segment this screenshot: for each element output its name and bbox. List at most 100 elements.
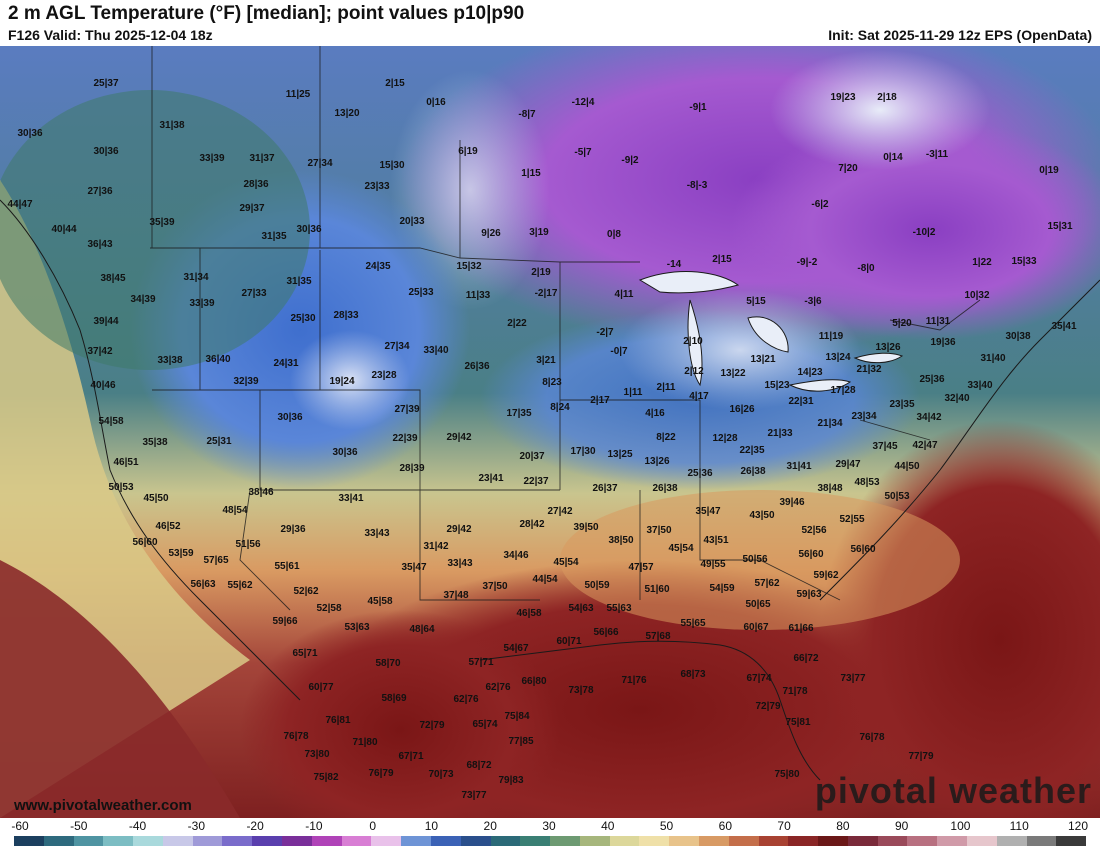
point-value-label: 4|11 — [615, 289, 634, 300]
point-value-label: 22|37 — [523, 476, 548, 487]
mexico-warm — [240, 610, 560, 818]
point-value-label: 50|53 — [884, 491, 909, 502]
point-value-label: -5|7 — [574, 147, 592, 158]
point-value-label: 54|63 — [568, 603, 593, 614]
lakes-light — [620, 290, 860, 410]
point-value-label: 59|66 — [272, 616, 297, 627]
point-value-label: 21|33 — [767, 428, 792, 439]
colorbar-segment — [162, 836, 193, 846]
colorbar-tick-label: -50 — [70, 819, 88, 833]
point-value-label: 15|31 — [1047, 221, 1072, 232]
point-value-label: 52|55 — [839, 514, 864, 525]
point-value-label: 36|40 — [205, 354, 230, 365]
colorbar-segment — [847, 836, 878, 846]
point-value-label: 39|46 — [779, 497, 804, 508]
point-value-label: 33|38 — [157, 355, 182, 366]
point-value-label: 2|12 — [684, 366, 704, 377]
point-value-label: 73|77 — [840, 673, 865, 684]
colorbar-segment — [520, 836, 551, 846]
point-value-label: 8|22 — [656, 432, 676, 443]
point-value-label: 28|36 — [243, 179, 268, 190]
point-value-label: 72|79 — [755, 701, 780, 712]
point-value-label: 40|46 — [90, 380, 115, 391]
point-value-label: 75|81 — [785, 717, 810, 728]
point-value-label: 30|36 — [296, 224, 321, 235]
point-value-label: 11|31 — [926, 316, 951, 327]
point-value-label: 8|23 — [542, 377, 562, 388]
point-value-label: -8|-3 — [687, 180, 708, 191]
point-value-label: -9|2 — [621, 155, 639, 166]
point-value-label: 2|15 — [712, 254, 732, 265]
colorbar-tick-label: -60 — [11, 819, 29, 833]
point-value-label: 23|33 — [364, 181, 389, 192]
point-value-label: 65|71 — [292, 648, 317, 659]
point-value-label: 68|73 — [680, 669, 705, 680]
point-value-label: 44|50 — [894, 461, 919, 472]
point-value-label: 57|68 — [645, 631, 670, 642]
hudson-light — [770, 50, 990, 170]
point-value-label: 34|42 — [916, 412, 941, 423]
point-value-label: 31|41 — [786, 461, 811, 472]
point-value-label: 54|67 — [503, 643, 528, 654]
point-value-label: -9|1 — [689, 102, 707, 113]
point-value-label: -8|0 — [857, 263, 875, 274]
coastlines — [0, 199, 1100, 781]
colorbar-segment — [818, 836, 848, 846]
point-value-label: 55|65 — [680, 618, 705, 629]
point-value-label: 30|36 — [277, 412, 302, 423]
point-value-label: 28|42 — [519, 519, 544, 530]
colorbar-segment — [609, 836, 640, 846]
point-value-label: 62|76 — [453, 694, 478, 705]
colorbar-segment — [14, 836, 44, 846]
point-value-label: 52|62 — [293, 586, 318, 597]
point-value-label: 67|71 — [398, 751, 423, 762]
point-value-label: 35|38 — [142, 437, 167, 448]
point-value-label: 45|54 — [553, 557, 578, 568]
colorbar-tick-label: 20 — [483, 819, 497, 833]
colorbar-tick-label: -10 — [305, 819, 323, 833]
point-value-label: 24|35 — [365, 261, 390, 272]
point-value-label: 37|45 — [872, 441, 897, 452]
point-value-label: 32|40 — [944, 393, 969, 404]
point-value-label: 31|40 — [980, 353, 1005, 364]
point-value-label: 23|34 — [851, 411, 876, 422]
point-value-label: 25|33 — [408, 287, 433, 298]
point-value-label: 53|59 — [168, 548, 193, 559]
point-value-label: 31|35 — [286, 276, 311, 287]
point-value-label: 60|67 — [743, 622, 768, 633]
point-value-label: 39|44 — [93, 316, 118, 327]
point-value-label: 49|55 — [700, 559, 725, 570]
colorbar-tick-label: -20 — [246, 819, 264, 833]
point-value-label: 0|8 — [607, 229, 621, 240]
point-value-label: 25|37 — [93, 78, 118, 89]
point-value-label: 76|79 — [368, 768, 393, 779]
colorbar-segment — [371, 836, 402, 846]
point-value-label: 60|77 — [308, 682, 333, 693]
point-value-label: 43|50 — [749, 510, 774, 521]
point-value-label: 33|40 — [967, 380, 992, 391]
point-value-label: 1|11 — [624, 387, 643, 398]
point-value-label: 59|63 — [796, 589, 821, 600]
point-value-label: 58|69 — [381, 693, 406, 704]
point-value-label: 57|62 — [754, 578, 779, 589]
point-value-label: 15|33 — [1011, 256, 1036, 267]
point-value-label: 10|32 — [964, 290, 989, 301]
colorbar-tick-label: 30 — [542, 819, 556, 833]
colorbar-segment — [133, 836, 163, 846]
point-value-label: 2|18 — [877, 92, 897, 103]
point-value-label: -9|-2 — [797, 257, 818, 268]
init-time: Init: Sat 2025-11-29 12z EPS (OpenData) — [828, 27, 1092, 43]
point-value-label: 19|24 — [329, 376, 354, 387]
point-value-label: 29|42 — [446, 432, 471, 443]
point-value-label: 23|35 — [889, 399, 914, 410]
point-value-label: 55|62 — [227, 580, 252, 591]
point-value-label: 47|57 — [628, 562, 653, 573]
point-value-label: 54|58 — [98, 416, 123, 427]
border-lines — [150, 46, 981, 611]
point-value-label: 73|77 — [461, 790, 486, 801]
point-value-label: 53|63 — [344, 622, 369, 633]
point-value-label: 48|64 — [409, 624, 434, 635]
colorbar-segment — [1026, 836, 1057, 846]
point-value-label: 45|54 — [668, 543, 693, 554]
point-value-label: 48|53 — [854, 477, 879, 488]
